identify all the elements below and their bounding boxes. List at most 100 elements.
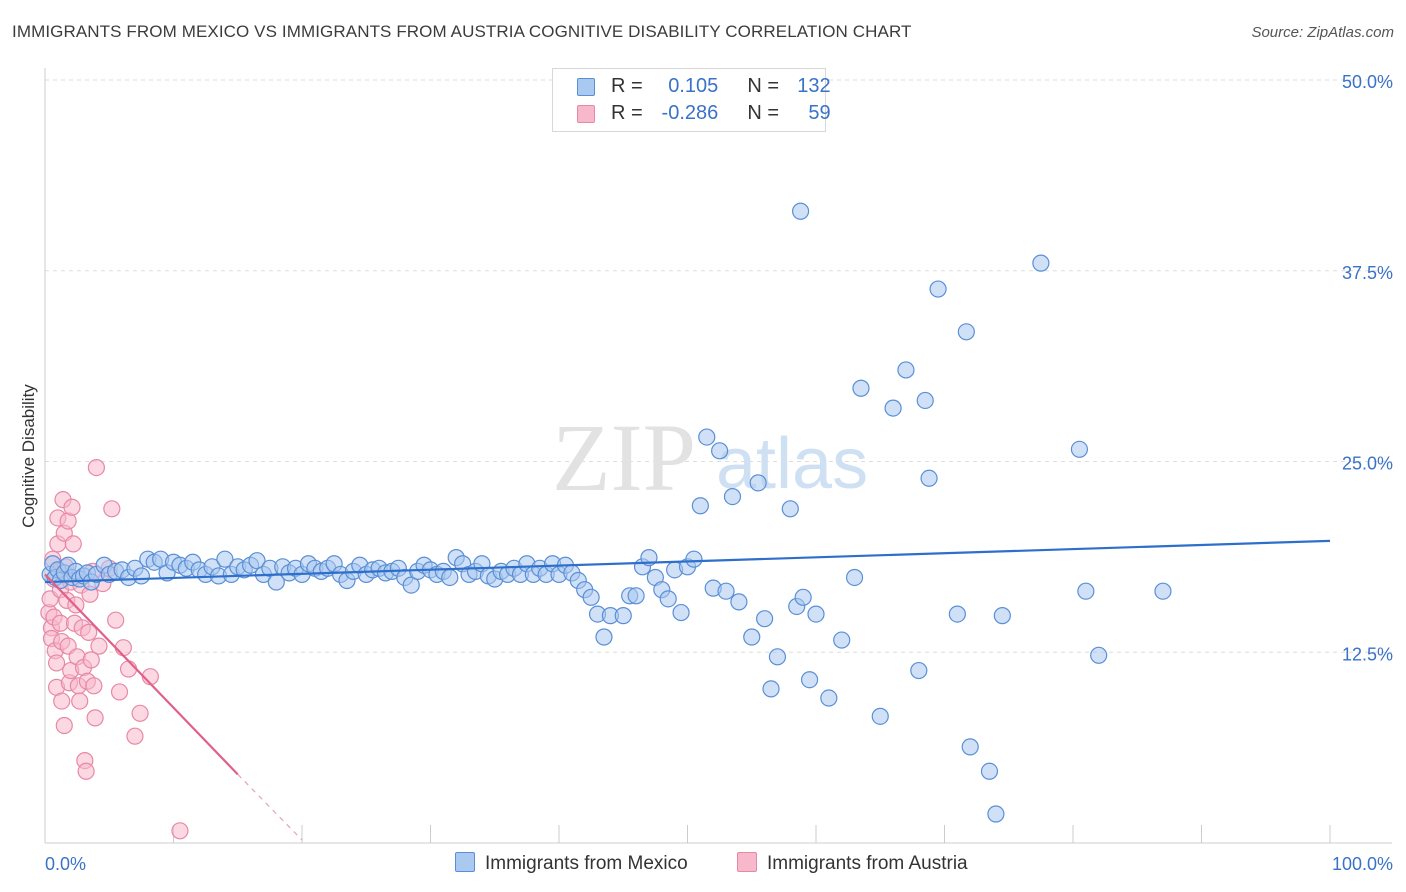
source-credit: Source: ZipAtlas.com — [1251, 24, 1394, 41]
mexico-point — [723, 487, 742, 506]
legend-r-label: R = — [611, 75, 643, 97]
mexico-point — [781, 500, 799, 518]
bottom-legend-label-austria: Immigrants from Austria — [767, 853, 968, 874]
bottom-legend-mexico: Immigrants from Mexico — [455, 852, 688, 875]
mexico-point — [1090, 646, 1108, 664]
austria-point — [71, 692, 89, 710]
mexico-point — [980, 762, 999, 780]
mexico-point — [685, 550, 703, 568]
y-tick-label: 37.5% — [1342, 263, 1393, 283]
mexico-point — [711, 442, 729, 460]
mexico-point — [957, 323, 975, 341]
austria-point — [53, 692, 71, 710]
austria-point — [82, 651, 100, 669]
mexico-point — [871, 707, 889, 725]
austria-point — [171, 822, 189, 840]
austria-point — [87, 459, 106, 477]
mexico-trend-line — [44, 539, 1331, 584]
stats-legend: R = 0.105 N = 132 R = -0.286 N = 59 — [552, 68, 831, 132]
mexico-point — [755, 610, 774, 628]
mexico-point — [659, 590, 677, 608]
mexico-point — [897, 361, 915, 379]
tick-labels: 12.5% 25.0% 37.5% 50.0% 0.0% 100.0% — [45, 72, 1393, 874]
austria-point — [47, 654, 66, 672]
mexico-point — [794, 588, 812, 606]
x-tick-label-max: 100.0% — [1332, 854, 1393, 874]
mexico-point — [768, 648, 787, 666]
legend-n-value-mexico: 132 — [797, 75, 831, 97]
axes — [44, 68, 1392, 844]
mexico-point — [441, 568, 459, 587]
mexico-point — [691, 497, 709, 515]
mexico-point — [730, 593, 748, 611]
mexico-point — [961, 738, 979, 756]
mexico-point — [582, 588, 600, 606]
mexico-point — [595, 628, 613, 646]
legend-n-label: N = — [747, 75, 780, 97]
mexico-point — [910, 661, 928, 680]
y-tick-label: 25.0% — [1342, 454, 1393, 474]
bottom-legend-austria: Immigrants from Austria — [737, 852, 968, 875]
mexico-point — [717, 582, 735, 600]
bottom-legend-label-mexico: Immigrants from Mexico — [485, 853, 688, 874]
bottom-legend-swatch-mexico — [455, 852, 475, 872]
mexico-point — [132, 567, 150, 585]
mexico-point — [1032, 254, 1050, 272]
legend-n-value-austria: 59 — [808, 102, 831, 124]
mexico-point — [1070, 440, 1089, 458]
y-tick-label: 12.5% — [1342, 644, 1393, 664]
austria-points — [40, 459, 189, 840]
mexico-point — [807, 605, 825, 623]
mexico-point — [929, 280, 947, 298]
austria-point — [55, 716, 73, 735]
mexico-point — [884, 399, 902, 417]
mexico-point — [852, 379, 870, 397]
austria-point — [85, 677, 103, 695]
mexico-point — [627, 587, 645, 605]
x-tick-label-min: 0.0% — [45, 854, 86, 874]
mexico-point — [762, 680, 780, 698]
mexico-point — [749, 474, 767, 492]
y-tick-label: 50.0% — [1342, 72, 1393, 92]
legend-r-label: R = — [611, 102, 643, 124]
legend-n-label: N = — [747, 102, 780, 124]
mexico-point — [916, 391, 934, 410]
trend-lines — [44, 539, 1331, 841]
austria-point — [103, 500, 121, 518]
austria-point — [126, 727, 144, 745]
mexico-point — [216, 550, 234, 568]
mexico-point — [248, 552, 266, 570]
legend-r-value-mexico: 0.105 — [668, 75, 719, 97]
austria-point — [77, 762, 95, 780]
mexico-point — [920, 469, 938, 487]
austria-point — [63, 498, 81, 516]
austria-point — [119, 660, 138, 678]
y-axis-label: Cognitive Disability — [19, 384, 38, 528]
austria-trend-line — [44, 573, 239, 776]
mexico-point — [845, 568, 864, 587]
legend-swatch-mexico — [577, 78, 595, 96]
austria-point — [64, 535, 82, 553]
mexico-point — [672, 603, 690, 622]
austria-point — [80, 623, 98, 642]
austria-point — [114, 639, 132, 657]
bottom-legend-swatch-austria — [737, 852, 757, 872]
mexico-point — [993, 607, 1011, 625]
mexico-point — [800, 671, 819, 689]
mexico-point — [791, 202, 810, 220]
mexico-point — [698, 428, 716, 446]
legend-swatch-austria — [577, 105, 595, 123]
austria-point — [110, 683, 129, 701]
mexico-point — [1154, 582, 1172, 600]
legend-r-value-austria: -0.286 — [661, 102, 719, 124]
mexico-point — [948, 605, 966, 623]
watermark: ZIP atlas — [552, 404, 868, 511]
austria-point — [131, 704, 149, 722]
chart-title: IMMIGRANTS FROM MEXICO VS IMMIGRANTS FRO… — [12, 22, 912, 41]
austria-trend-extension — [237, 773, 303, 841]
watermark-atlas: atlas — [716, 424, 868, 504]
mexico-point — [820, 689, 838, 707]
mexico-point — [833, 631, 851, 649]
mexico-point — [743, 628, 761, 646]
